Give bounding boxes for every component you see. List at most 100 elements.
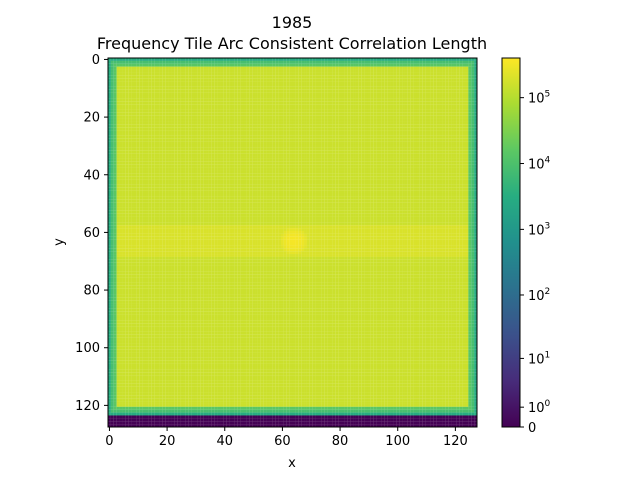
heatmap-cell <box>226 138 230 142</box>
heatmap-cell <box>315 135 319 139</box>
heatmap-cell <box>203 150 207 154</box>
heatmap-cell <box>306 153 310 157</box>
heatmap-cell <box>263 92 267 96</box>
heatmap-cell <box>211 112 215 116</box>
heatmap-cell <box>399 86 403 90</box>
heatmap-cell <box>108 158 111 162</box>
heatmap-cell <box>407 115 411 119</box>
heatmap-cell <box>390 132 394 136</box>
heatmap-cell <box>240 132 244 136</box>
heatmap-cell <box>286 95 290 99</box>
heatmap-cell <box>335 60 339 64</box>
heatmap-cell <box>298 81 302 84</box>
heatmap-cell <box>295 115 299 119</box>
heatmap-cell <box>387 98 391 102</box>
heatmap-cell <box>257 150 261 154</box>
heatmap-cell <box>353 144 356 148</box>
heatmap-cell <box>364 156 368 159</box>
heatmap-cell <box>113 63 117 67</box>
heatmap-cell <box>332 78 336 82</box>
heatmap-cell <box>358 164 362 168</box>
heatmap-cell <box>252 153 256 157</box>
heatmap-cell <box>355 138 359 142</box>
heatmap-cell <box>269 167 273 171</box>
heatmap-cell <box>396 78 400 82</box>
heatmap-cell <box>407 104 411 108</box>
heatmap-cell <box>214 95 218 99</box>
heatmap-cell <box>474 60 478 64</box>
heatmap-cell <box>465 86 469 90</box>
heatmap-cell <box>364 69 368 73</box>
heatmap-cell <box>208 112 212 116</box>
heatmap-cell <box>220 147 224 151</box>
heatmap-cell <box>116 147 120 151</box>
heatmap-cell <box>453 121 457 125</box>
heatmap-cell <box>139 164 143 168</box>
heatmap-cell <box>456 135 460 139</box>
heatmap-cell <box>168 153 172 157</box>
heatmap-cell <box>289 63 293 67</box>
heatmap-cell <box>200 138 204 142</box>
heatmap-cell <box>306 92 310 96</box>
heatmap-cell <box>142 124 146 128</box>
heatmap-cell <box>312 167 316 171</box>
heatmap-cell <box>168 63 172 67</box>
heatmap-cell <box>301 60 305 64</box>
heatmap-cell <box>350 115 354 119</box>
heatmap-cell <box>416 158 420 162</box>
heatmap-cell <box>306 121 310 125</box>
heatmap-cell <box>413 86 417 90</box>
heatmap-cell <box>194 104 198 108</box>
heatmap-cell <box>427 60 431 64</box>
heatmap-cell <box>128 153 132 157</box>
heatmap-cell <box>194 101 198 105</box>
heatmap-cell <box>289 81 293 84</box>
heatmap-cell <box>373 153 377 157</box>
heatmap-cell <box>226 95 230 99</box>
heatmap-cell <box>240 138 244 142</box>
heatmap-cell <box>427 156 431 159</box>
heatmap-cell <box>148 158 152 162</box>
heatmap-cell <box>249 75 253 79</box>
heatmap-cell <box>338 112 342 116</box>
heatmap-cell <box>301 92 305 96</box>
heatmap-cell <box>324 115 328 119</box>
heatmap-cell <box>376 144 380 148</box>
heatmap-cell <box>194 86 198 90</box>
heatmap-cell <box>255 83 258 87</box>
heatmap-cell <box>113 92 117 96</box>
heatmap-cell <box>148 101 152 105</box>
heatmap-cell <box>324 72 328 76</box>
heatmap-cell <box>180 158 183 162</box>
heatmap-cell <box>390 138 394 142</box>
heatmap-cell <box>214 132 218 136</box>
heatmap-cell <box>373 167 377 171</box>
heatmap-cell <box>255 153 258 157</box>
heatmap-cell <box>335 118 339 122</box>
heatmap-cell <box>471 69 475 73</box>
heatmap-cell <box>177 127 181 131</box>
heatmap-cell <box>185 112 189 116</box>
heatmap-cell <box>165 127 169 131</box>
heatmap-cell <box>234 89 238 93</box>
heatmap-cell <box>139 101 143 105</box>
heatmap-cell <box>122 60 126 64</box>
heatmap-cell <box>384 161 388 165</box>
heatmap-cell <box>433 147 437 151</box>
heatmap-cell <box>240 104 244 108</box>
heatmap-cell <box>226 135 230 139</box>
heatmap-cell <box>223 130 227 133</box>
heatmap-cell <box>231 72 235 76</box>
heatmap-cell <box>223 89 227 93</box>
heatmap-cell <box>347 107 351 110</box>
heatmap-cell <box>214 138 218 142</box>
heatmap-cell <box>335 95 339 99</box>
heatmap-cell <box>159 130 163 133</box>
heatmap-cell <box>456 144 460 148</box>
heatmap-cell <box>191 118 195 122</box>
heatmap-cell <box>361 109 365 113</box>
heatmap-cell <box>154 98 158 102</box>
heatmap-cell <box>243 101 247 105</box>
heatmap-cell <box>269 83 273 87</box>
heatmap-cell <box>373 95 377 99</box>
